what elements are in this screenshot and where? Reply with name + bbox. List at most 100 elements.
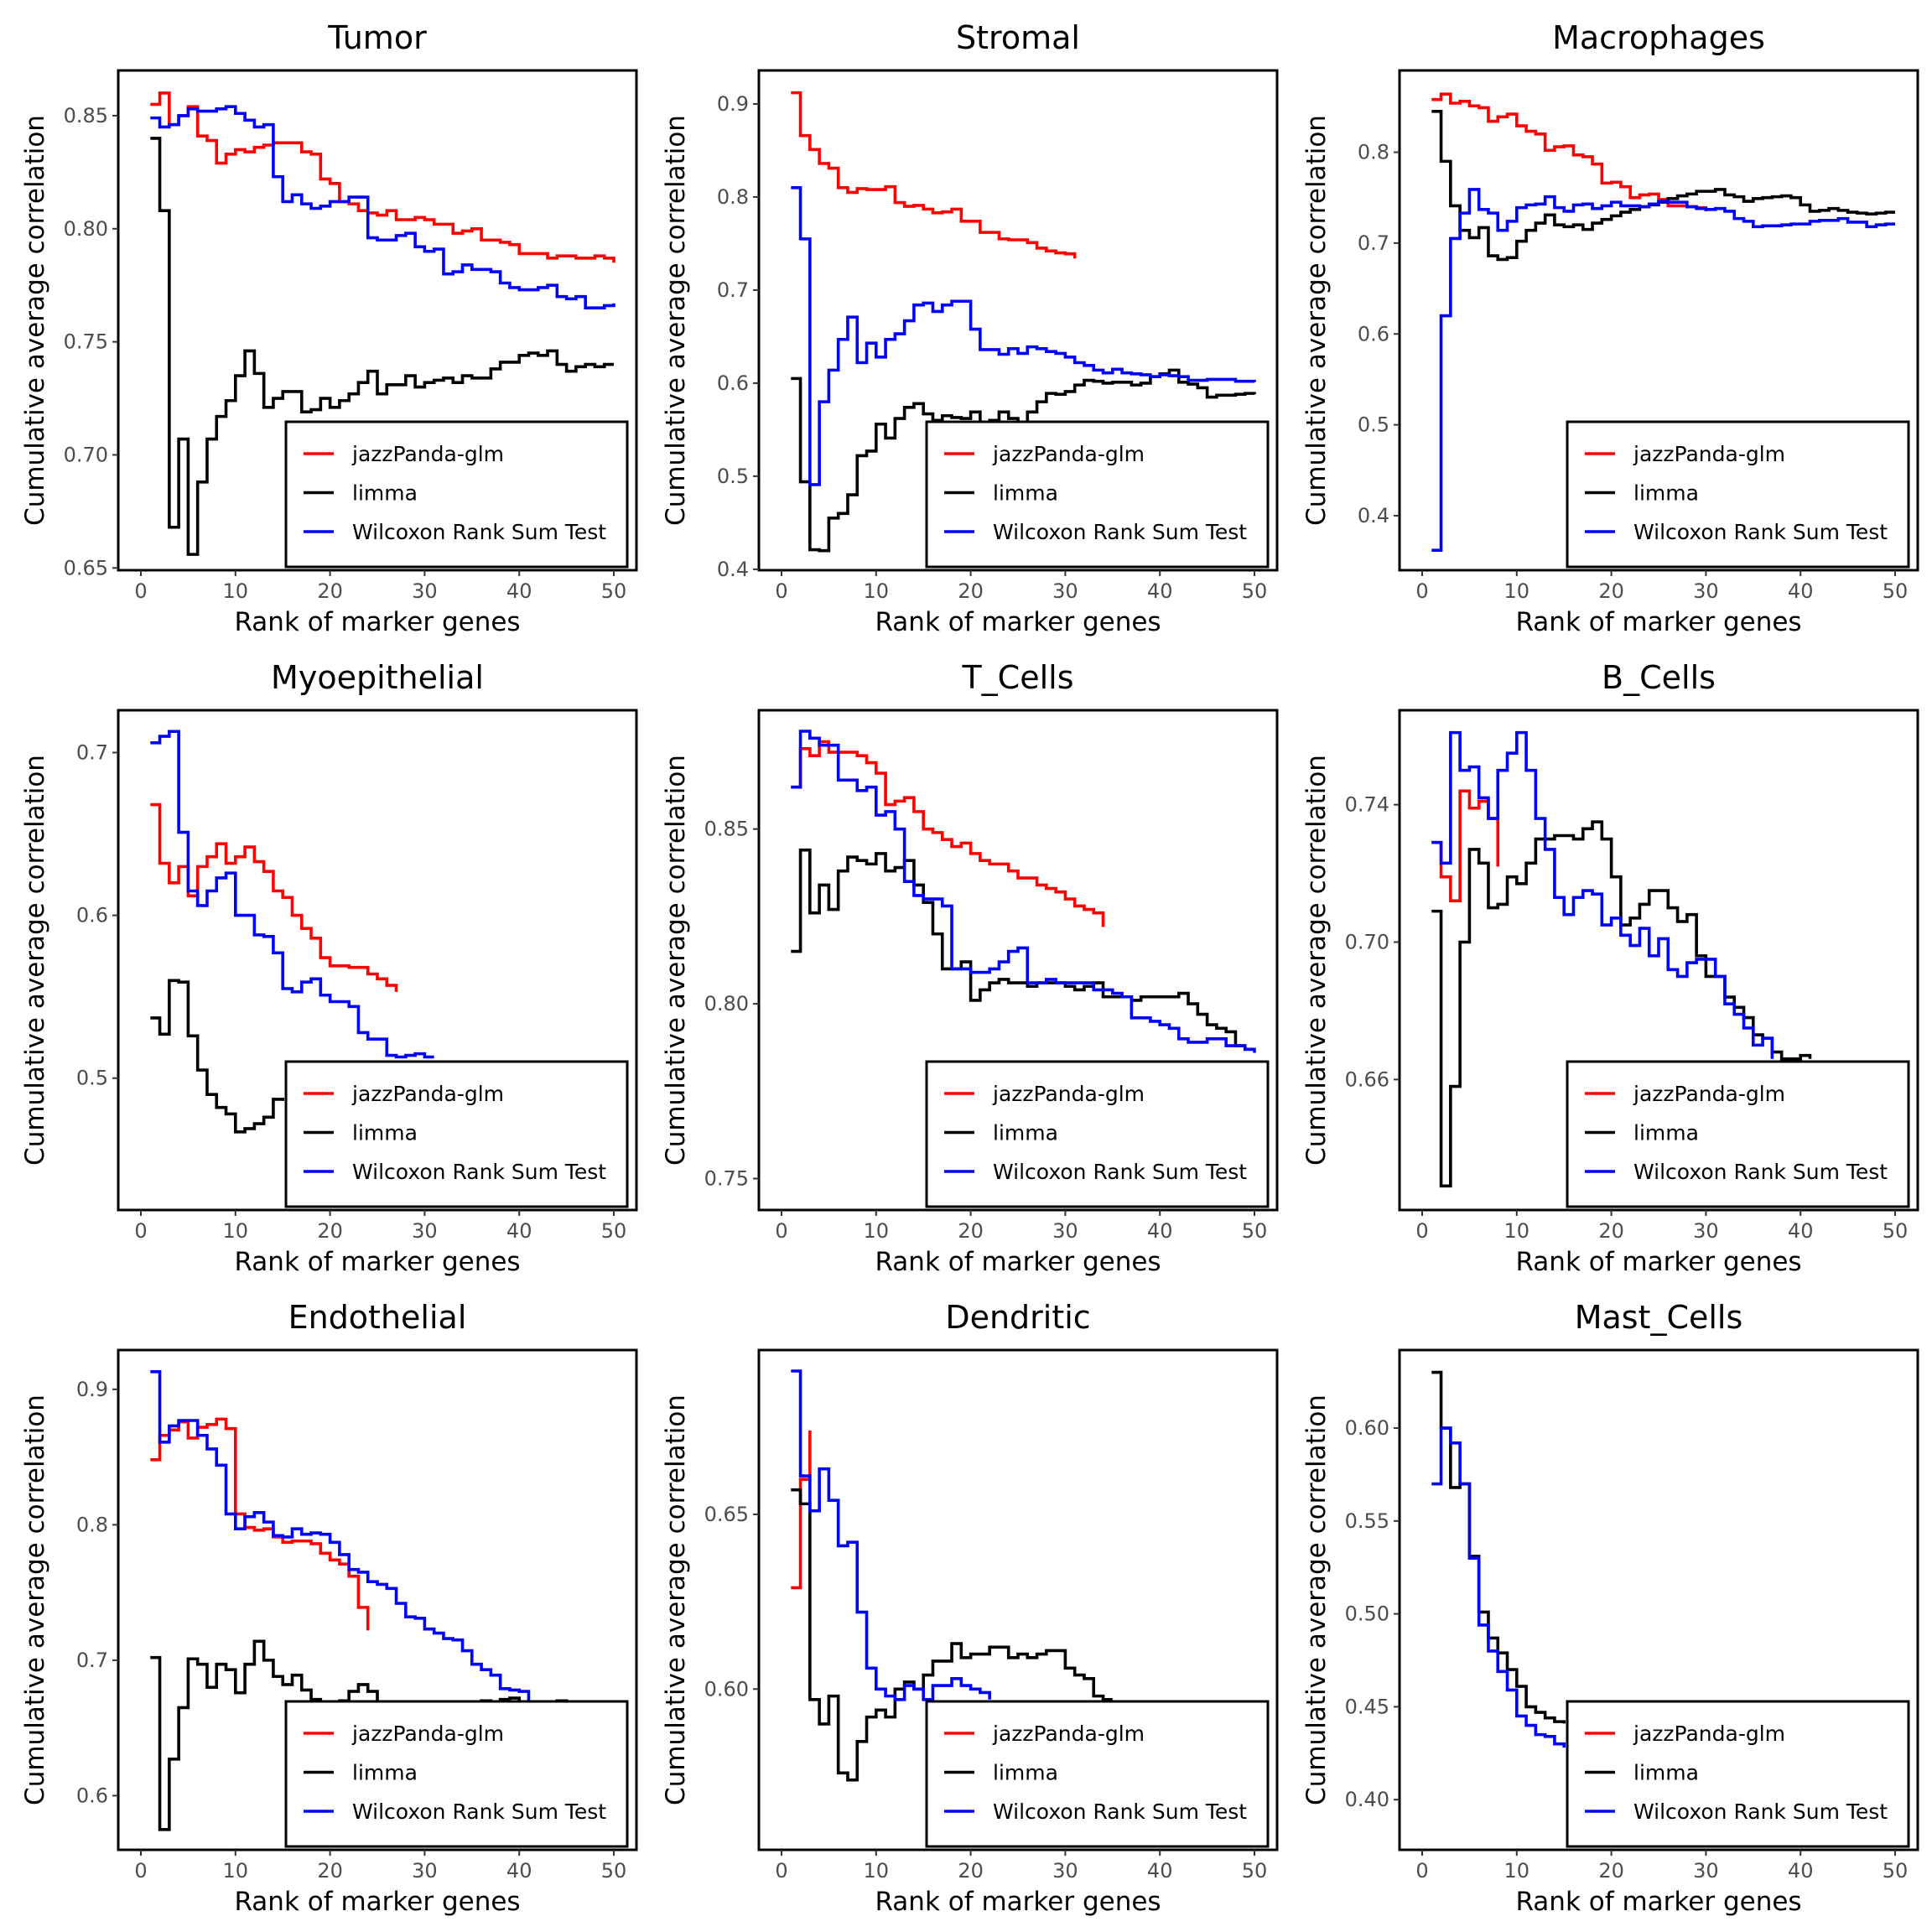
legend-box xyxy=(284,420,629,569)
legend-label-limma: limma xyxy=(1633,1761,1699,1785)
legend-label-jazzpanda-glm: jazzPanda-glm xyxy=(351,1722,504,1746)
y-tick-label: 0.5 xyxy=(717,465,749,488)
legend-label-wilcoxon-rank-sum-test: Wilcoxon Rank Sum Test xyxy=(1633,1160,1888,1184)
legend-box xyxy=(1566,420,1910,569)
series-line-limma xyxy=(1431,109,1895,262)
x-tick-label: 30 xyxy=(412,1859,438,1883)
x-tick-label: 20 xyxy=(1598,1219,1624,1243)
x-tick-label: 20 xyxy=(1598,1859,1624,1883)
x-tick-label: 10 xyxy=(223,579,249,603)
x-tick-label: 30 xyxy=(1052,1219,1078,1243)
y-tick-label: 0.7 xyxy=(1358,231,1389,255)
legend-label-limma: limma xyxy=(993,1121,1058,1145)
y-tick-label: 0.45 xyxy=(1345,1695,1389,1718)
panel-b-cells: B_Cells jazzPanda-glm limma Wilcoxon Rank S… xyxy=(1301,659,1919,1277)
x-tick-label: 0 xyxy=(775,1219,787,1243)
x-tick-label: 40 xyxy=(506,1219,532,1243)
x-tick-label: 10 xyxy=(1504,579,1530,603)
x-tick-label: 30 xyxy=(1693,579,1719,603)
series-line-jazzpanda-glm xyxy=(791,740,1105,927)
panel-tumor: Tumor jazzPanda-glm limma Wilcoxon Rank Sum… xyxy=(20,19,638,637)
x-tick-label: 0 xyxy=(134,1219,147,1243)
series-line-limma xyxy=(791,1488,1113,1782)
x-tick-label: 10 xyxy=(864,579,890,603)
x-axis-label: Rank of marker genes xyxy=(234,1887,520,1917)
plot-frame xyxy=(757,69,1279,572)
series-line-wilcoxon-rank-sum-test xyxy=(150,730,434,1059)
y-tick-label: 0.8 xyxy=(1358,141,1389,164)
x-tick-label: 30 xyxy=(1052,1859,1078,1883)
y-tick-label: 0.70 xyxy=(1345,930,1389,953)
series-group xyxy=(791,1369,1113,1782)
x-tick-label: 20 xyxy=(1598,579,1624,603)
x-axis-label: Rank of marker genes xyxy=(1515,607,1801,637)
x-tick-label: 40 xyxy=(506,579,532,603)
x-tick-label: 0 xyxy=(134,1859,147,1883)
series-line-wilcoxon-rank-sum-test xyxy=(791,186,1256,486)
x-axis-label: Rank of marker genes xyxy=(875,1887,1161,1917)
plot-frame xyxy=(117,69,638,572)
x-axis-label: Rank of marker genes xyxy=(875,1247,1161,1277)
series-line-wilcoxon-rank-sum-test xyxy=(1431,1426,1566,1748)
series-line-limma xyxy=(1431,820,1812,1188)
x-tick-label: 0 xyxy=(1415,1859,1428,1883)
legend-box xyxy=(284,1060,629,1208)
y-axis-label: Cumulative average correlation xyxy=(1301,1394,1332,1805)
y-tick-label: 0.7 xyxy=(76,1649,108,1672)
series-group xyxy=(150,730,434,1134)
x-tick-label: 20 xyxy=(317,1219,343,1243)
legend-label-jazzpanda-glm: jazzPanda-glm xyxy=(1633,442,1785,466)
panel-stromal: Stromal jazzPanda-glm limma Wilcoxon Rank S… xyxy=(661,19,1279,637)
y-tick-label: 0.7 xyxy=(76,740,108,764)
x-tick-label: 0 xyxy=(775,1859,787,1883)
x-tick-label: 0 xyxy=(1415,579,1428,603)
x-tick-label: 40 xyxy=(1147,579,1173,603)
panel-title: Stromal xyxy=(956,19,1080,56)
x-tick-label: 40 xyxy=(1147,1859,1173,1883)
y-tick-label: 0.50 xyxy=(1345,1602,1389,1626)
y-tick-label: 0.7 xyxy=(717,278,749,302)
y-tick-label: 0.75 xyxy=(64,330,108,354)
y-tick-label: 0.6 xyxy=(717,371,749,395)
x-tick-label: 30 xyxy=(1052,579,1078,603)
series-line-jazzpanda-glm xyxy=(1431,92,1708,211)
panel-dendritic: Dendritic jazzPanda-glm limma Wilcoxon Rank… xyxy=(661,1299,1279,1917)
panel-t-cells: T_Cells jazzPanda-glm limma Wilcoxon Rank S… xyxy=(661,659,1279,1277)
x-tick-label: 30 xyxy=(1693,1859,1719,1883)
legend-label-limma: limma xyxy=(352,1121,418,1145)
series-group xyxy=(150,91,615,556)
legend-label-jazzpanda-glm: jazzPanda-glm xyxy=(992,442,1145,466)
y-axis-label: Cumulative average correlation xyxy=(20,115,50,526)
x-tick-label: 40 xyxy=(1788,1219,1814,1243)
y-axis-label: Cumulative average correlation xyxy=(20,1394,50,1805)
legend-label-limma: limma xyxy=(1633,481,1699,506)
x-tick-label: 40 xyxy=(506,1859,532,1883)
x-tick-label: 30 xyxy=(412,1219,438,1243)
legend-label-wilcoxon-rank-sum-test: Wilcoxon Rank Sum Test xyxy=(352,1160,606,1184)
panel-title: Dendritic xyxy=(945,1299,1090,1336)
y-tick-label: 0.6 xyxy=(1358,322,1389,345)
x-tick-label: 50 xyxy=(1242,1859,1268,1883)
legend-label-jazzpanda-glm: jazzPanda-glm xyxy=(351,1082,504,1106)
x-tick-label: 10 xyxy=(223,1219,249,1243)
y-tick-label: 0.75 xyxy=(704,1166,749,1190)
plot-frame xyxy=(1398,1348,1919,1852)
legend-label-jazzpanda-glm: jazzPanda-glm xyxy=(992,1082,1145,1106)
x-tick-label: 50 xyxy=(1883,1219,1909,1243)
x-tick-label: 10 xyxy=(223,1859,249,1883)
y-axis-label: Cumulative average correlation xyxy=(20,755,50,1166)
y-tick-label: 0.80 xyxy=(704,992,749,1015)
legend-label-limma: limma xyxy=(993,1761,1058,1785)
y-tick-label: 0.80 xyxy=(64,217,108,241)
y-axis-label: Cumulative average correlation xyxy=(1301,115,1332,526)
y-tick-label: 0.66 xyxy=(1345,1067,1389,1091)
y-tick-label: 0.5 xyxy=(76,1067,108,1090)
legend-label-wilcoxon-rank-sum-test: Wilcoxon Rank Sum Test xyxy=(352,520,606,544)
plot-frame xyxy=(117,709,638,1212)
legend-label-limma: limma xyxy=(352,1761,418,1785)
panel-endothelial: Endothelial jazzPanda-glm limma Wilcoxon Ra… xyxy=(20,1299,638,1917)
x-tick-label: 20 xyxy=(317,579,343,603)
legend-box xyxy=(925,1700,1270,1848)
x-tick-label: 10 xyxy=(864,1859,890,1883)
